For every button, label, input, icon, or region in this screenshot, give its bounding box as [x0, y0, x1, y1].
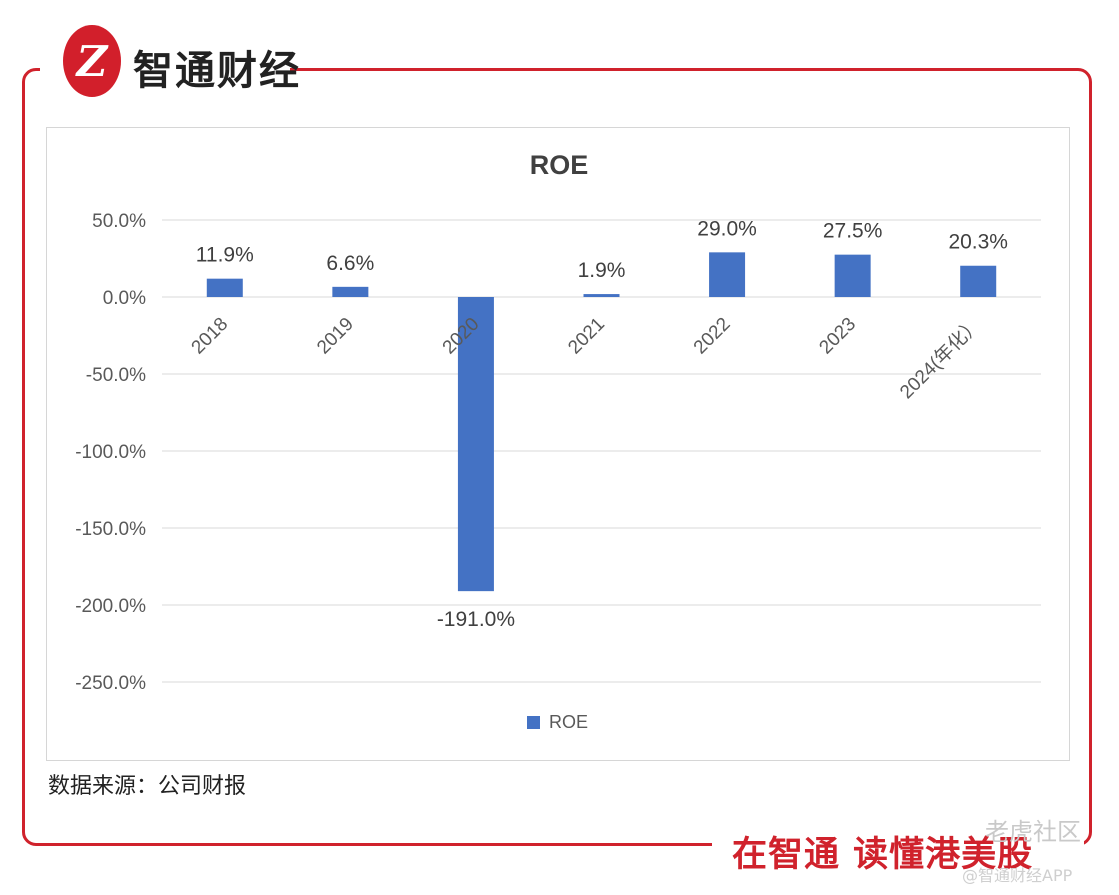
legend-swatch [527, 716, 540, 729]
bar [960, 265, 997, 297]
chart-title: ROE [529, 150, 589, 180]
outer-frame [22, 68, 1092, 846]
bar [332, 286, 369, 297]
data-label: 1.9% [578, 259, 626, 282]
slogan-text: 在智通 读懂港美股 [732, 835, 1034, 875]
chart-container: ROE 50.0% 0.0% -50.0% -100.0% -150.0% -200.0%… [46, 127, 1070, 761]
data-label: -191.0% [437, 608, 515, 631]
bar [583, 294, 620, 297]
y-tick-label: -150.0% [75, 519, 146, 540]
brand-logo-icon: Z [63, 25, 121, 97]
data-label: 6.6% [326, 252, 374, 275]
y-tick-label: -50.0% [86, 365, 146, 386]
x-tick-label: 2021 [564, 314, 609, 359]
x-tick-label: 2023 [815, 314, 860, 359]
x-tick-label: 2019 [313, 314, 358, 359]
data-label: 29.0% [697, 217, 757, 240]
bar [834, 254, 871, 297]
data-label: 11.9% [196, 244, 254, 267]
x-tick-label: 2024(年化） [896, 313, 986, 403]
bar [206, 278, 243, 297]
y-tick-label: -100.0% [75, 442, 146, 463]
brand-name: 智通财经 [133, 48, 301, 94]
bar [457, 297, 494, 592]
slogan-background [712, 830, 1084, 880]
y-tick-label: 0.0% [103, 288, 146, 309]
roe-bar-chart: 50.0% 0.0% -50.0% -100.0% -150.0% -200.0% -250… [75, 211, 1041, 732]
x-tick-label: 2022 [690, 314, 735, 359]
y-tick-label: -250.0% [75, 673, 146, 694]
legend-label: ROE [549, 712, 588, 732]
data-source-note: 数据来源：公司财报 [48, 774, 247, 799]
y-tick-label: 50.0% [92, 211, 146, 232]
y-tick-label: -200.0% [75, 596, 146, 617]
data-label: 27.5% [823, 220, 883, 243]
community-watermark: 老虎社区 [985, 818, 1081, 846]
bar [709, 252, 746, 297]
data-label: 20.3% [948, 231, 1008, 254]
app-watermark: @智通财经APP [962, 866, 1073, 885]
x-tick-label: 2018 [188, 314, 233, 359]
